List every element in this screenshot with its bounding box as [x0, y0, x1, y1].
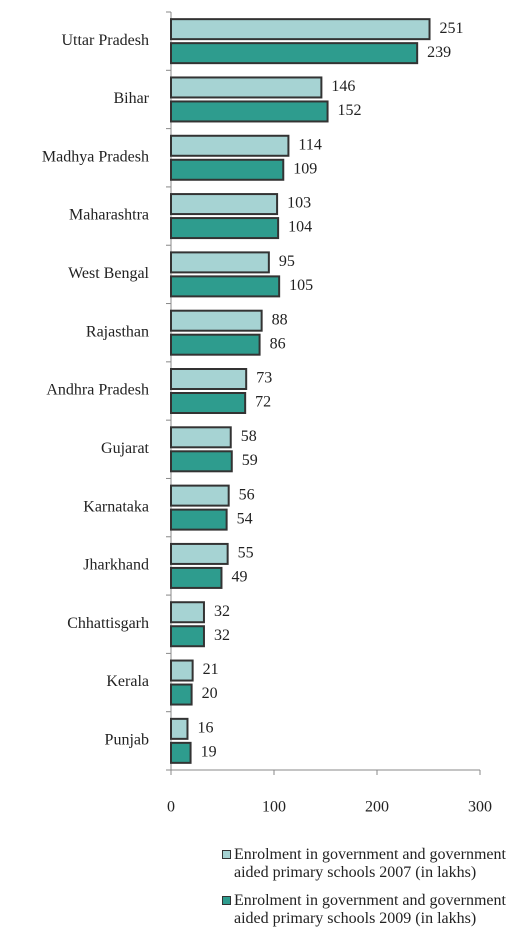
- bar: [170, 193, 279, 216]
- x-tick-label: 100: [262, 799, 286, 816]
- y-tick-label: Karnataka: [83, 498, 149, 515]
- value-label: 16: [197, 720, 213, 737]
- bar: [170, 542, 229, 565]
- bar: [170, 659, 194, 682]
- x-tick-label: 200: [365, 799, 389, 816]
- value-label: 21: [203, 661, 219, 678]
- bar: [170, 18, 431, 41]
- bar: [170, 309, 263, 332]
- value-label: 104: [288, 219, 312, 236]
- bar: [170, 717, 189, 740]
- value-label: 32: [214, 603, 230, 620]
- bar: [170, 683, 193, 706]
- chart: 0 100 200 300 Uttar Pradesh 251 239 Bihar 146 152…: [42, 11, 492, 816]
- bar: [170, 566, 223, 589]
- legend-label: Enrolment in government and government a…: [234, 846, 506, 881]
- legend-label: Enrolment in government and government a…: [234, 892, 506, 927]
- value-label: 58: [241, 428, 257, 445]
- bar: [170, 508, 228, 531]
- legend-item: Enrolment in government and government a…: [222, 846, 527, 882]
- value-label: 73: [256, 370, 272, 387]
- value-label: 105: [289, 277, 313, 294]
- bar: [170, 484, 230, 507]
- value-label: 152: [338, 102, 362, 119]
- y-tick-label: Uttar Pradesh: [61, 32, 149, 49]
- bar: [170, 100, 329, 123]
- value-label: 114: [298, 136, 321, 153]
- bar: [170, 134, 290, 157]
- y-tick-label: West Bengal: [68, 265, 149, 282]
- bar: [170, 251, 270, 274]
- value-label: 251: [440, 20, 464, 37]
- bar: [170, 450, 233, 473]
- value-label: 86: [270, 335, 286, 352]
- value-label: 72: [255, 394, 271, 411]
- value-label: 59: [242, 452, 258, 469]
- value-label: 55: [238, 545, 254, 562]
- bar: [170, 333, 261, 356]
- y-tick-label: Andhra Pradesh: [46, 382, 149, 399]
- bar: [170, 275, 281, 298]
- y-tick-label: Rajasthan: [86, 323, 149, 340]
- y-tick-label: Madhya Pradesh: [42, 148, 149, 165]
- value-label: 56: [239, 486, 255, 503]
- legend-swatch: [222, 896, 231, 905]
- bar: [170, 601, 205, 624]
- bar: [170, 392, 247, 414]
- value-label: 54: [237, 510, 253, 527]
- legend-swatch: [222, 850, 231, 859]
- legend-item: Enrolment in government and government a…: [222, 892, 527, 928]
- bar: [170, 625, 205, 648]
- value-label: 49: [231, 569, 247, 586]
- bar: [170, 368, 248, 390]
- value-label: 95: [279, 253, 295, 270]
- value-label: 103: [287, 195, 311, 212]
- value-label: 32: [214, 627, 230, 644]
- x-tick-label: 300: [468, 799, 492, 816]
- y-tick-label: Chhattisgarh: [67, 615, 149, 632]
- value-label: 19: [201, 744, 217, 761]
- x-tick-label: 0: [167, 799, 175, 816]
- bar: [170, 158, 285, 181]
- bar: [170, 76, 323, 99]
- value-label: 109: [293, 160, 317, 177]
- y-tick-label: Maharashtra: [69, 207, 149, 224]
- y-tick-label: Punjab: [105, 732, 149, 749]
- y-tick-label: Kerala: [106, 673, 149, 690]
- bar: [170, 42, 419, 65]
- y-tick-label: Gujarat: [101, 440, 150, 457]
- bar: [170, 741, 192, 764]
- legend: Enrolment in government and government a…: [222, 846, 527, 938]
- y-tick-label: Jharkhand: [83, 557, 149, 574]
- value-label: 146: [331, 78, 355, 95]
- y-tick-label: Bihar: [113, 90, 149, 107]
- bar: [170, 426, 232, 449]
- value-label: 239: [427, 44, 451, 61]
- bar: [170, 217, 280, 240]
- value-label: 88: [272, 311, 288, 328]
- value-label: 20: [202, 685, 218, 702]
